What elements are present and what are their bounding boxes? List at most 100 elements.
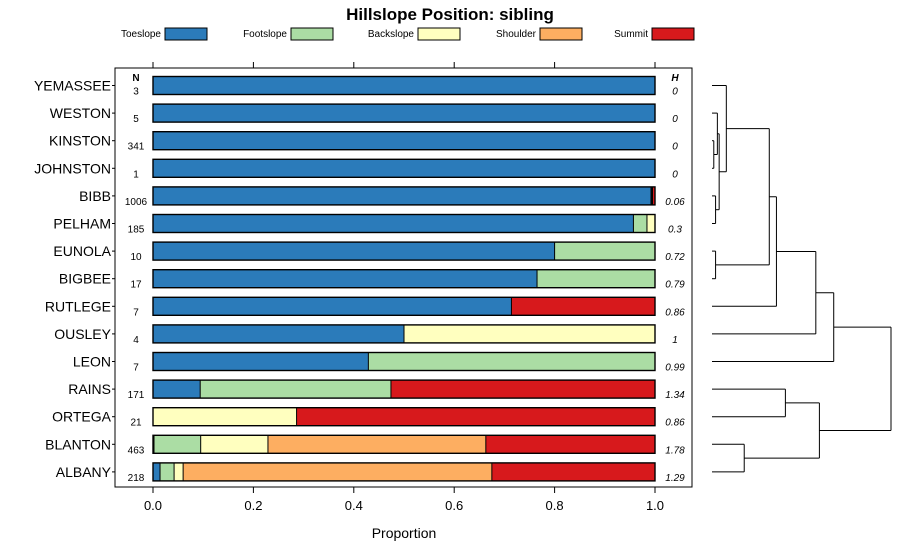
h-label-pelham: 0.3: [668, 225, 682, 236]
bar-segment-kinston-toeslope: [153, 131, 655, 150]
n-label-johnston: 1: [133, 169, 139, 180]
h-label-bigbee: 0.79: [665, 280, 685, 291]
legend-label-footslope: Footslope: [243, 29, 287, 40]
n-label-bigbee: 17: [130, 280, 142, 291]
legend-swatch-backslope: [417, 27, 461, 41]
n-label-ousley: 4: [133, 335, 139, 346]
bar-segment-rutlege-toeslope: [153, 297, 512, 316]
h-label-johnston: 0: [672, 169, 678, 180]
legend-label-summit: Summit: [614, 29, 648, 40]
legend-label-shoulder: Shoulder: [496, 29, 537, 40]
bar-segment-yemassee-toeslope: [153, 76, 655, 95]
bar-outline: [152, 434, 656, 454]
bar-segment-pelham-backslope: [646, 214, 655, 233]
bar-outline: [152, 241, 656, 261]
h-label-kinston: 0: [672, 142, 678, 153]
bar-row-johnston: [152, 158, 656, 179]
bar-outline: [152, 269, 656, 289]
h-label-leon: 0.99: [665, 363, 685, 374]
bar-segment-blanton-footslope: [154, 435, 201, 454]
bar-row-rutlege: [152, 296, 656, 316]
bar-row-pelham: [152, 213, 656, 234]
bar-row-albany: [152, 462, 656, 482]
n-label-rutlege: 7: [133, 307, 139, 318]
bar-segment-rutlege-summit: [511, 297, 655, 316]
h-label-ortega: 0.86: [665, 418, 685, 429]
n-label-pelham: 185: [128, 225, 145, 236]
bar-segment-ortega-backslope: [153, 407, 297, 426]
bar-row-kinston: [152, 130, 656, 151]
category-label-bibb: BIBB: [79, 188, 111, 204]
bar-row-yemassee: [152, 75, 656, 96]
category-label-johnston: JOHNSTON: [34, 160, 111, 176]
chart-title: Hillslope Position: sibling: [346, 5, 554, 24]
bar-segment-blanton-backslope: [200, 435, 268, 454]
bar-row-rains: [152, 379, 656, 399]
n-label-yemassee: 3: [133, 87, 139, 98]
bar-segment-eunola-footslope: [554, 242, 655, 261]
h-label-albany: 1.29: [665, 473, 685, 484]
legend-label-backslope: Backslope: [368, 29, 415, 40]
h-label-bibb: 0.06: [665, 197, 685, 208]
h-label-weston: 0: [672, 114, 678, 125]
bar-outline: [152, 213, 656, 234]
bar-outline: [152, 351, 656, 372]
category-label-leon: LEON: [73, 354, 111, 370]
bar-segment-johnston-toeslope: [153, 159, 655, 178]
bar-segment-blanton-shoulder: [267, 435, 486, 454]
legend-label-toeslope: Toeslope: [121, 29, 161, 40]
legend-swatch-toeslope: [164, 27, 208, 41]
bar-row-ortega: [152, 407, 656, 427]
h-label-ousley: 1: [672, 335, 678, 346]
bar-segment-ousley-backslope: [404, 324, 655, 343]
legend-swatch-summit: [651, 27, 695, 41]
bar-segment-albany-shoulder: [183, 462, 492, 481]
bar-segment-albany-footslope: [160, 462, 175, 481]
bar-segment-ousley-toeslope: [153, 324, 404, 343]
category-label-eunola: EUNOLA: [53, 243, 111, 259]
bar-segment-leon-toeslope: [153, 352, 369, 371]
bar-outline: [152, 324, 656, 344]
bar-outline: [152, 407, 656, 427]
bar-row-blanton: [152, 434, 656, 454]
legend: Toeslope Footslope Backslope Shoulder Summit: [121, 27, 695, 41]
h-label-rutlege: 0.86: [665, 307, 685, 318]
x-tick-label: 0.0: [144, 498, 162, 513]
category-label-kinston: KINSTON: [49, 133, 111, 149]
bar-segment-pelham-toeslope: [153, 214, 634, 233]
bar-row-leon: [152, 351, 656, 372]
h-header: H: [671, 73, 679, 84]
bar-row-eunola: [152, 241, 656, 261]
n-header: N: [132, 73, 139, 84]
n-label-blanton: 463: [128, 445, 145, 456]
n-label-kinston: 341: [128, 142, 145, 153]
bar-segment-rains-summit: [390, 380, 655, 399]
category-label-ousley: OUSLEY: [54, 326, 111, 342]
bar-area: [152, 75, 656, 482]
dendrogram: [712, 85, 892, 473]
bar-outline: [152, 379, 656, 399]
bar-segment-weston-toeslope: [153, 104, 655, 123]
bar-row-weston: [152, 103, 656, 123]
category-label-rutlege: RUTLEGE: [45, 298, 111, 314]
bar-segment-blanton-summit: [485, 435, 655, 454]
n-label-rains: 171: [128, 390, 145, 401]
x-tick-label: 0.2: [244, 498, 262, 513]
bar-row-bigbee: [152, 269, 656, 289]
h-label-eunola: 0.72: [665, 252, 685, 263]
x-tick-label: 0.6: [445, 498, 463, 513]
category-label-yemassee: YEMASSEE: [34, 78, 111, 94]
category-label-pelham: PELHAM: [53, 216, 111, 232]
bar-segment-bibb-toeslope: [153, 186, 651, 205]
legend-swatch-shoulder: [539, 27, 583, 41]
bar-segment-eunola-toeslope: [153, 242, 555, 261]
h-label-rains: 1.34: [665, 390, 685, 401]
bar-segment-albany-backslope: [174, 462, 184, 481]
bar-segment-leon-footslope: [368, 352, 655, 371]
x-tick-label: 1.0: [646, 498, 664, 513]
bar-segment-bigbee-footslope: [537, 269, 655, 288]
n-label-albany: 218: [128, 473, 145, 484]
x-tick-label: 0.8: [546, 498, 564, 513]
bar-segment-bibb-footslope: [650, 186, 652, 205]
